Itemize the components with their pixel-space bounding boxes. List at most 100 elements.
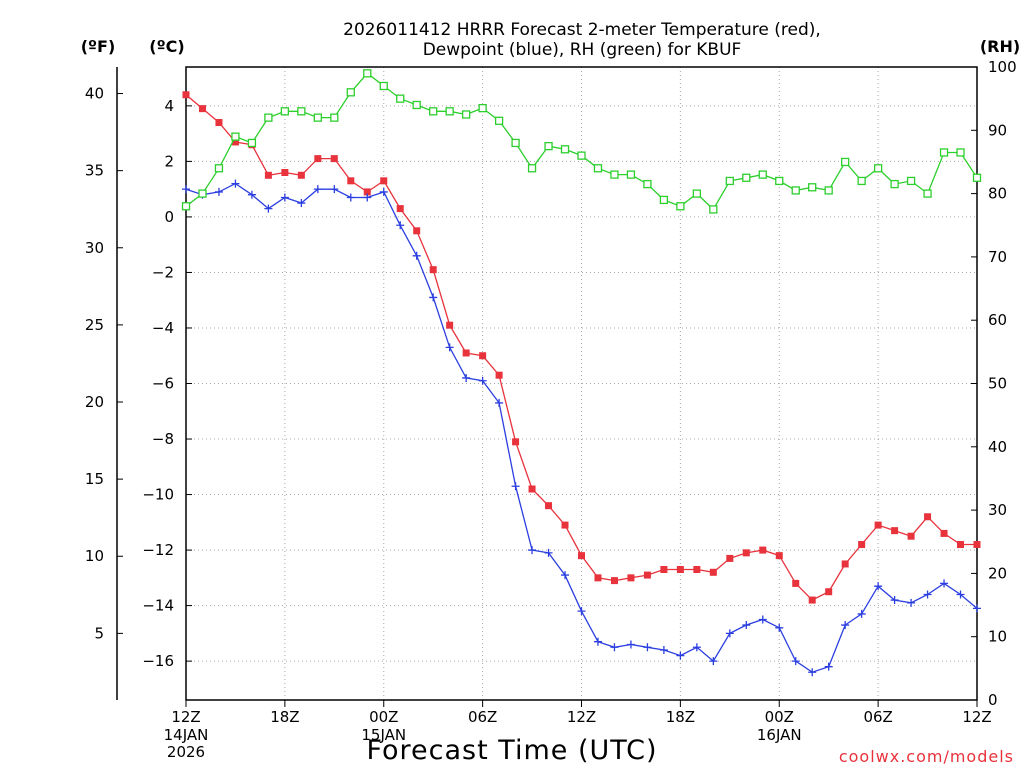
- rh-tick-label: 70: [988, 248, 1007, 266]
- credit-label: coolwx.com/models: [839, 747, 1014, 766]
- temperature-point: [479, 352, 487, 360]
- dewpoint-point: [577, 607, 586, 616]
- temperature-point: [545, 502, 553, 510]
- rh-tick-label: 80: [988, 185, 1007, 203]
- x-tick-label: 12Z: [567, 708, 596, 726]
- celsius-tick-label: −14: [142, 597, 174, 615]
- fahrenheit-tick-label: 10: [85, 547, 104, 565]
- dewpoint-point: [758, 615, 767, 624]
- rh-point: [214, 164, 224, 173]
- dewpoint-point: [511, 482, 520, 491]
- temperature-point: [660, 566, 668, 574]
- rh-tick-label: 60: [988, 311, 1007, 329]
- dewpoint-point: [247, 190, 256, 199]
- temperature-point: [610, 577, 618, 585]
- rh-point: [461, 110, 471, 119]
- temperature-point: [561, 521, 569, 529]
- dewpoint-point: [709, 657, 718, 666]
- temperature-point: [643, 571, 651, 579]
- temperature-point: [594, 574, 602, 582]
- x-tick-label: 00Z: [765, 708, 794, 726]
- dewpoint-point: [643, 643, 652, 652]
- dewpoint-point: [231, 179, 240, 188]
- temperature-point: [891, 527, 899, 535]
- celsius-tick-label: 0: [164, 208, 174, 226]
- temperature-point: [198, 105, 206, 113]
- fahrenheit-tick-label: 25: [85, 316, 104, 334]
- rh-point: [676, 202, 685, 211]
- x-tick-sublabel: 15JAN: [361, 726, 406, 744]
- dewpoint-point: [214, 187, 223, 196]
- temperature-point: [297, 171, 305, 179]
- celsius-tick-label: 2: [164, 152, 174, 170]
- temperature-point: [676, 566, 684, 574]
- dewpoint-point: [495, 398, 504, 407]
- rh-point: [758, 170, 767, 179]
- x-tick-label: 12Z: [962, 708, 991, 726]
- fahrenheit-tick-label: 15: [85, 470, 104, 488]
- temperature-point: [347, 177, 355, 185]
- rh-point: [280, 107, 290, 116]
- rh-point: [181, 202, 191, 211]
- rh-point: [626, 170, 636, 179]
- temperature-point: [627, 574, 635, 582]
- rh-point: [527, 164, 537, 173]
- dewpoint-point: [593, 637, 602, 646]
- rh-tick-label: 100: [988, 58, 1017, 76]
- dewpoint-point: [445, 343, 454, 352]
- temperature-point: [792, 579, 800, 587]
- rh-point: [906, 176, 916, 186]
- rh-point: [824, 186, 833, 195]
- temperature-point: [264, 171, 272, 179]
- rh-point: [808, 183, 817, 192]
- x-tick-label: 06Z: [863, 708, 892, 726]
- x-tick-label: 06Z: [468, 708, 497, 726]
- dewpoint-point: [841, 621, 850, 630]
- temperature-point: [742, 549, 750, 557]
- x-tick-sublabel: 16JAN: [757, 726, 802, 744]
- dewpoint-point: [742, 621, 751, 630]
- dewpoint-point: [478, 376, 487, 385]
- rh-point: [346, 88, 355, 97]
- temperature-point: [726, 554, 734, 562]
- dewpoint-point: [330, 185, 339, 194]
- rh-point: [511, 138, 520, 148]
- rh-point: [577, 151, 586, 160]
- temperature-point: [709, 568, 717, 576]
- dewpoint-point: [725, 629, 734, 638]
- temperature-point: [314, 155, 322, 163]
- rh-point: [956, 148, 965, 157]
- fahrenheit-tick-label: 5: [94, 624, 104, 642]
- temperature-point: [330, 155, 338, 163]
- rh-tick-label: 40: [988, 438, 1007, 456]
- title-line-1: 2026011412 HRRR Forecast 2-meter Tempera…: [343, 20, 821, 40]
- rh-point: [659, 195, 669, 205]
- rh-point: [494, 116, 504, 125]
- rh-point: [412, 100, 421, 110]
- rh-unit-label: (RH): [980, 37, 1020, 56]
- dewpoint-point: [379, 187, 388, 196]
- temperature-point: [495, 371, 503, 379]
- rh-point: [841, 157, 850, 167]
- rh-point: [330, 113, 339, 122]
- rh-tick-label: 20: [988, 564, 1007, 582]
- rh-point: [890, 179, 899, 189]
- temperature-point: [281, 169, 289, 176]
- dewpoint-point: [561, 571, 570, 580]
- rh-point: [857, 176, 866, 186]
- dewpoint-point: [775, 623, 784, 632]
- fahrenheit-tick-label: 40: [85, 85, 104, 103]
- dewpoint-point: [280, 193, 289, 202]
- rh-point: [643, 179, 652, 189]
- temperature-point: [413, 227, 421, 235]
- dewpoint-point: [626, 640, 635, 649]
- dewpoint-point: [956, 590, 965, 599]
- celsius-tick-label: 4: [164, 97, 174, 115]
- celsius-tick-label: −12: [142, 541, 174, 559]
- dewpoint-point: [462, 373, 471, 382]
- rh-point: [264, 113, 273, 122]
- rh-point: [593, 164, 603, 173]
- rh-tick-label: 90: [988, 121, 1007, 139]
- series-dewpoint: [182, 179, 981, 677]
